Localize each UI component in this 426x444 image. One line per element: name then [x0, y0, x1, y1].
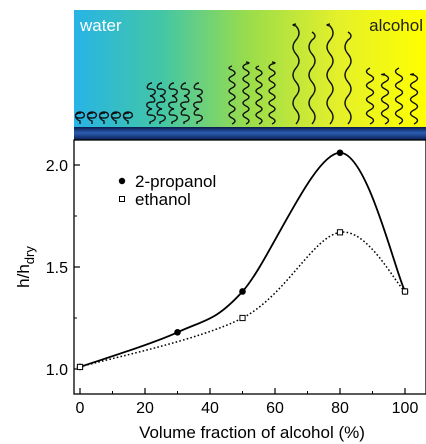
stretched-chain — [268, 61, 276, 125]
substrate — [74, 127, 426, 140]
swollen-chain — [168, 82, 178, 124]
collapsed-chain — [86, 111, 98, 124]
collapsed-chain — [110, 111, 122, 124]
extended-chain — [326, 23, 334, 125]
x-tick-label: 40 — [201, 400, 219, 417]
plot-frame — [73, 139, 426, 395]
x-tick-label: 0 — [76, 400, 85, 417]
x-tick-label: 20 — [136, 400, 154, 417]
stretched-chain — [228, 65, 236, 125]
y-tick-label: 1.0 — [46, 362, 68, 379]
legend-marker-ethanol — [119, 196, 125, 202]
curve-2-propanol — [79, 151, 406, 368]
stretched-chain — [242, 61, 250, 125]
point-ethanol — [336, 229, 344, 236]
swollen-chain — [193, 82, 203, 124]
swollen-chain — [156, 82, 166, 124]
legend-marker-2-propanol — [118, 177, 126, 185]
data-points — [76, 149, 409, 371]
collapsed-chain — [98, 111, 110, 124]
extended-chain — [344, 31, 352, 125]
x-ticks: 0 20 40 60 80 100 — [76, 388, 419, 417]
y-ticks: 1.0 1.5 2.0 — [46, 158, 80, 379]
swollen-chain — [146, 82, 156, 124]
point-ethanol — [401, 288, 409, 295]
stretched-chain — [409, 73, 419, 125]
extended-chain — [308, 31, 316, 125]
point-2-propanol — [174, 328, 181, 336]
point-2-propanol — [239, 288, 246, 295]
collapsed-chain — [74, 111, 86, 124]
point-2-propanol — [336, 149, 344, 157]
y-tick-label: 1.5 — [46, 260, 68, 277]
point-ethanol — [239, 314, 246, 322]
x-axis-label: Volume fraction of alcohol (%) — [139, 423, 365, 442]
alcohol-label: alcohol — [369, 16, 423, 35]
curve-ethanol — [79, 231, 406, 368]
y-axis-label-main: h/h — [14, 264, 33, 288]
legend: 2-propanol ethanol — [118, 172, 216, 209]
brush-illustration: water alcohol — [74, 10, 426, 140]
stretched-chain — [380, 73, 390, 125]
legend-label-ethanol: ethanol — [135, 190, 191, 209]
y-tick-label: 2.0 — [46, 158, 68, 175]
water-label: water — [79, 16, 122, 35]
x-tick-label: 60 — [266, 400, 284, 417]
point-ethanol — [76, 363, 84, 371]
y-axis-label-sub: dry — [22, 246, 37, 265]
x-tick-label: 80 — [331, 400, 349, 417]
swollen-chain — [180, 82, 190, 124]
chart: 1.0 1.5 2.0 0 20 40 60 80 100 2-propanol ethano… — [14, 139, 426, 442]
legend-label-2-propanol: 2-propanol — [135, 172, 216, 191]
x-tick-label: 100 — [392, 400, 419, 417]
collapsed-chain — [122, 111, 134, 124]
extended-chain — [292, 23, 300, 125]
y-axis-label: h/hdry — [14, 246, 37, 288]
stretched-chain — [365, 67, 375, 125]
fit-curves — [79, 151, 406, 368]
polymer-chains — [74, 23, 419, 125]
stretched-chain — [255, 65, 263, 125]
stretched-chain — [394, 67, 404, 125]
